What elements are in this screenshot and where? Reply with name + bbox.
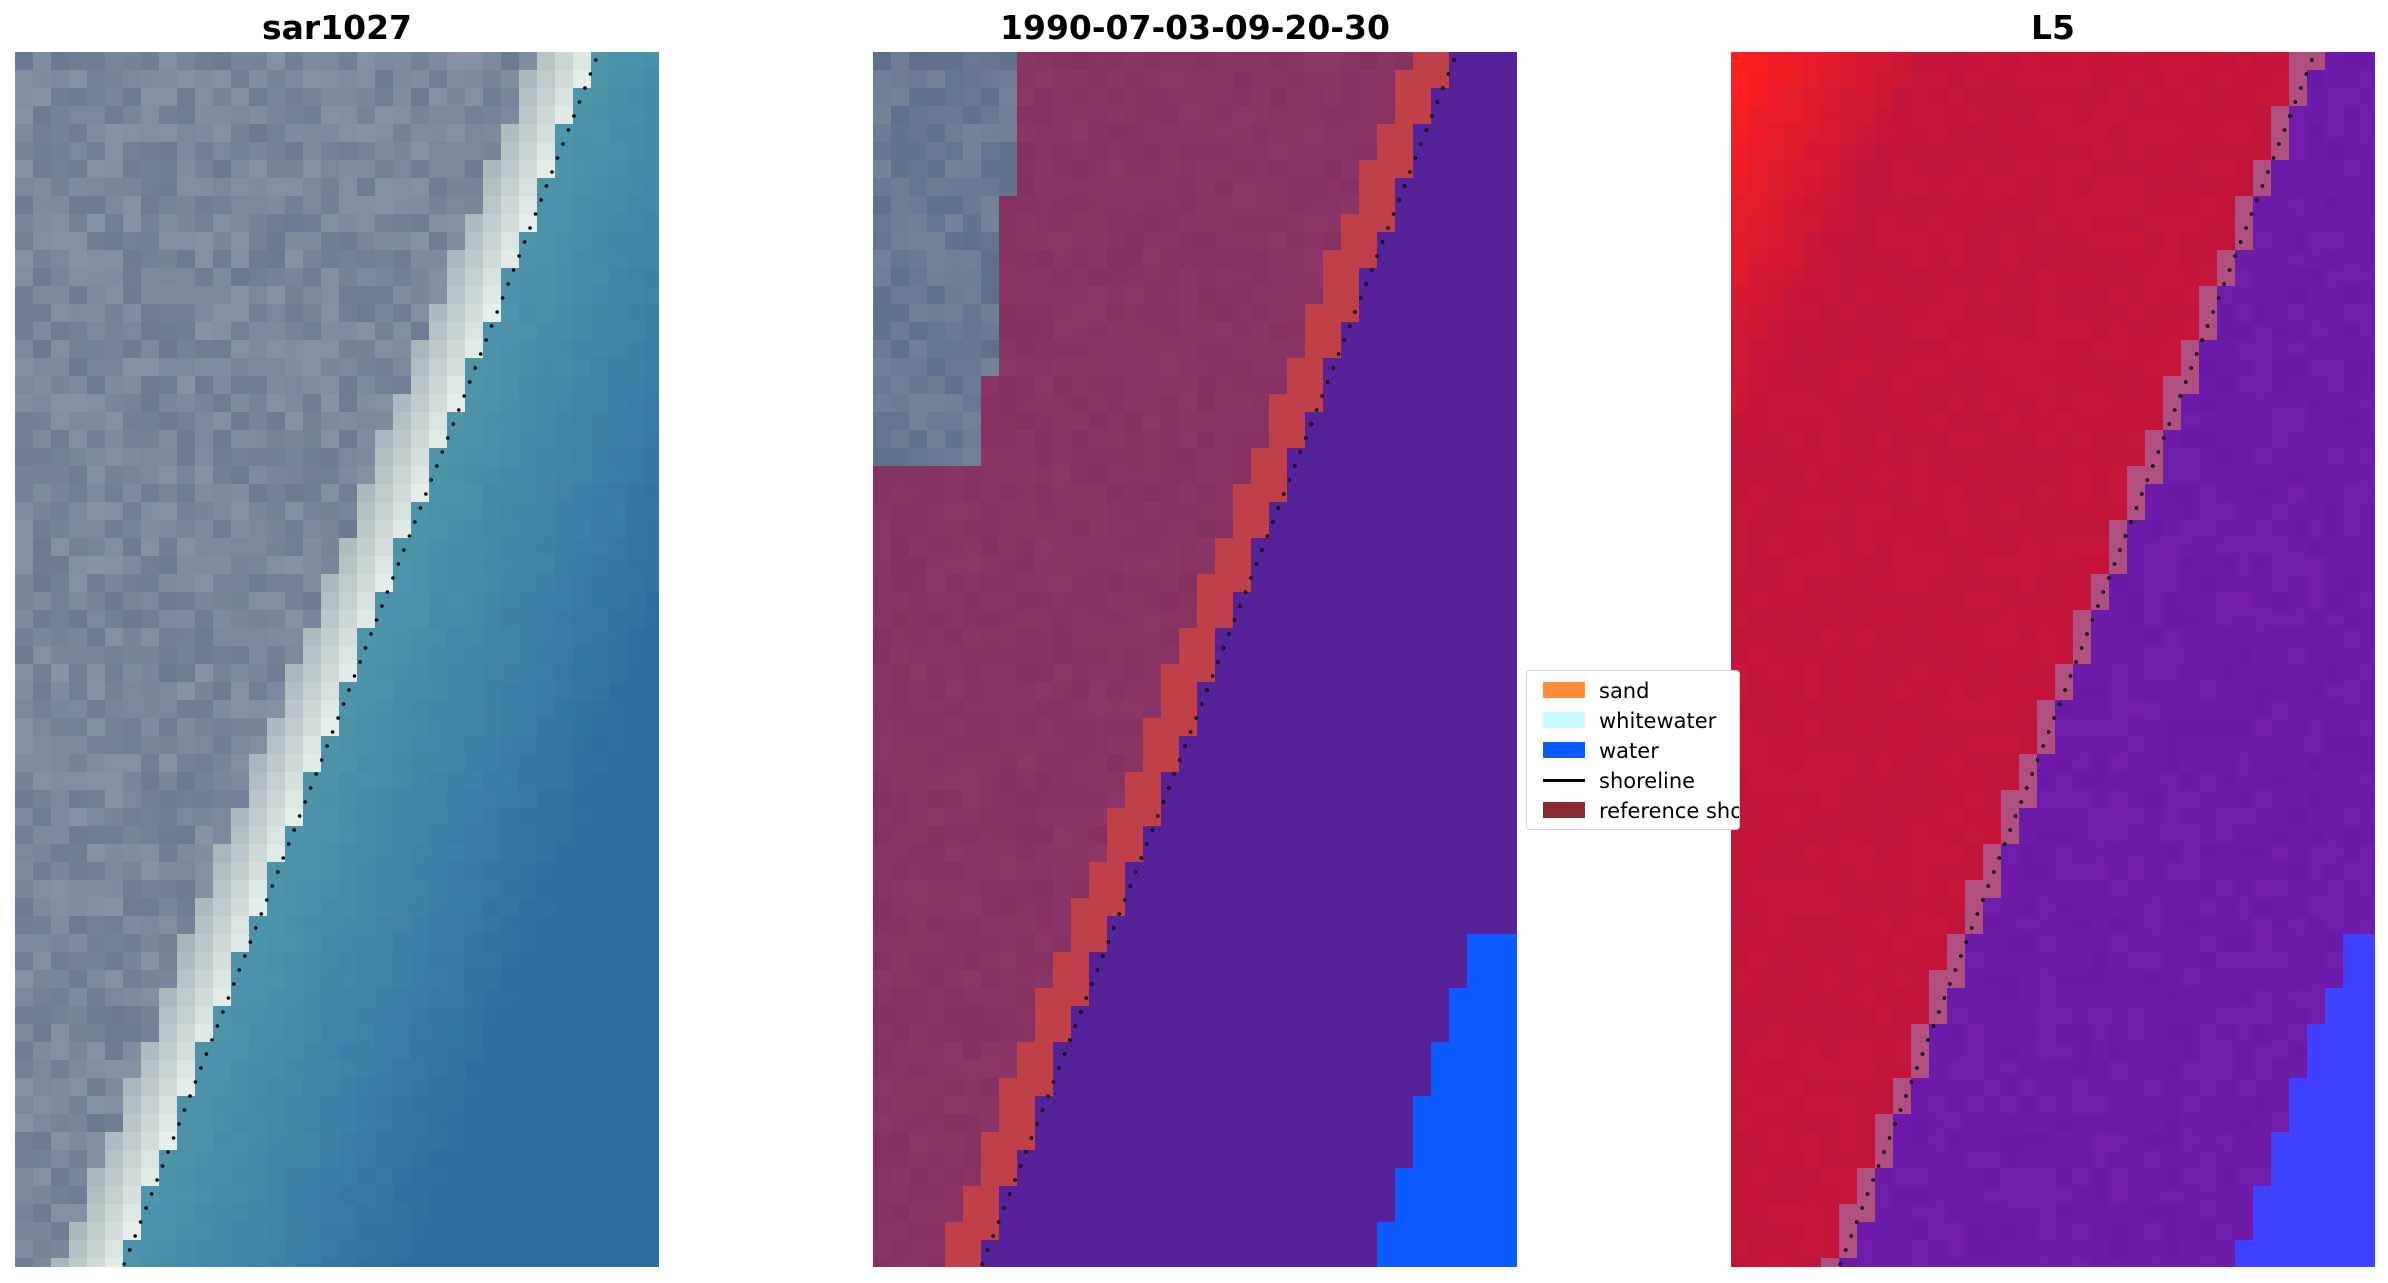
legend-item-sand: sand [1535,679,1739,703]
panel-title-sar1027: sar1027 [261,8,413,47]
probability-pixels [1731,52,2375,1267]
legend-label-water: water [1599,739,1659,763]
legend-item-reference-shoreline: reference shoreline [1535,799,1739,823]
shoreline-dots-rgb [122,58,598,1266]
probability-image-panel [1731,52,2375,1267]
legend-item-water: water [1535,739,1739,763]
legend-label-reference-shoreline: reference shoreline [1599,799,1739,823]
sand-swatch [1543,682,1585,698]
shoreline-dots-classified [980,58,1456,1266]
classified-image-panel [873,52,1517,1267]
legend-label-shoreline: shoreline [1599,769,1696,793]
legend-label-whitewater: whitewater [1599,709,1717,733]
shoreline-dots-probability [1838,58,2314,1266]
water-swatch [1543,742,1585,758]
panel-title-l5: L5 [2031,8,2075,47]
whitewater-swatch [1543,712,1585,728]
legend-label-sand: sand [1599,679,1650,703]
legend-item-whitewater: whitewater [1535,709,1739,733]
legend-item-shoreline: shoreline [1535,769,1739,793]
classified-pixels [873,52,1517,1267]
reference-shoreline-swatch [1543,802,1585,818]
rgb-image-panel [15,52,659,1267]
shoreline-line-swatch [1543,779,1585,782]
panel-title-date: 1990-07-03-09-20-30 [1000,8,1390,47]
legend: sand whitewater water shoreline referenc… [1526,670,1740,830]
rgb-pixels [15,52,659,1267]
